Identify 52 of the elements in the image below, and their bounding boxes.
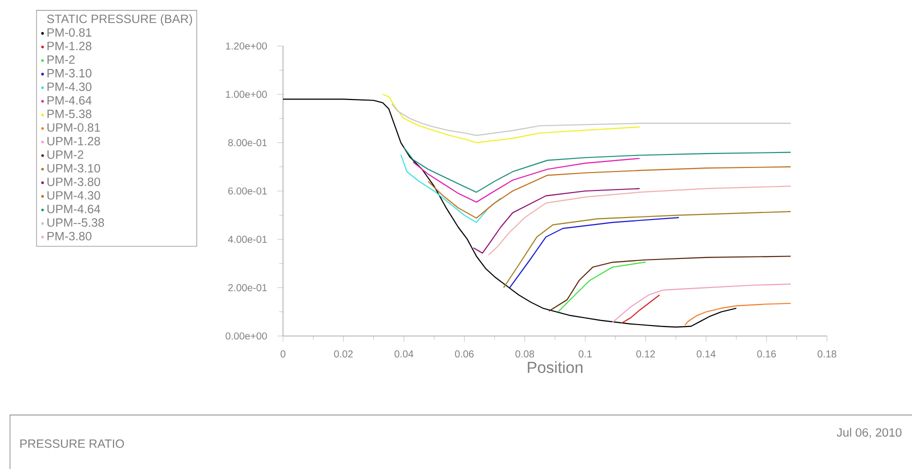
x-tick-label: 0.16 xyxy=(757,350,776,358)
line-series xyxy=(509,217,680,288)
x-tick-label: 0.08 xyxy=(515,350,534,358)
y-tick-label: 4.00e-01 xyxy=(228,236,267,243)
x-tick-label: 0.02 xyxy=(334,350,353,358)
legend-label: UPM--5.38 xyxy=(47,218,104,227)
line-series xyxy=(382,94,640,144)
legend-label: UPM-4.30 xyxy=(47,191,100,200)
legend-label: UPM-1.28 xyxy=(47,136,100,146)
legend-label: PM-3.10 xyxy=(48,68,92,78)
line-series xyxy=(557,262,646,312)
x-axis-title: Position xyxy=(528,361,582,374)
legend-label: PM-4.30 xyxy=(48,82,92,92)
legend-label: PM-0.81 xyxy=(48,28,92,37)
text: PRESSURE RATIO xyxy=(20,439,124,448)
y-tick-label: 6.00e-01 xyxy=(228,187,267,195)
line-series xyxy=(403,146,792,193)
line-series xyxy=(400,154,502,223)
line-series xyxy=(548,256,792,312)
line-series xyxy=(684,302,792,326)
y-tick-label: 1.00e+00 xyxy=(226,90,267,98)
x-tick-label: 0.12 xyxy=(636,350,655,358)
x-tick-label: 0 xyxy=(280,350,286,358)
line-series xyxy=(503,211,792,288)
legend-title: STATIC PRESSURE (BAR) xyxy=(47,14,192,26)
legend-label: UPM-0.81 xyxy=(47,123,100,132)
y-tick-label: 1.20e+00 xyxy=(226,42,267,50)
legend-label: UPM-2 xyxy=(47,150,84,159)
line-series xyxy=(472,188,640,254)
legend-label: UPM-3.80 xyxy=(47,178,100,186)
x-tick-label: 0.06 xyxy=(455,350,474,358)
x-tick-label: 0.04 xyxy=(394,350,414,358)
legend-label: PM-2 xyxy=(48,55,75,64)
line-series xyxy=(612,284,792,323)
line-series xyxy=(391,103,792,136)
x-tick-label: 0.1 xyxy=(578,350,592,358)
y-tick-label: 2.00e-01 xyxy=(228,284,267,292)
line-series xyxy=(412,158,640,203)
line-series xyxy=(428,166,792,219)
text: Jul 06, 2010 xyxy=(836,428,902,438)
legend-label: PM-5.38 xyxy=(48,110,92,118)
legend-label: UPM-4.64 xyxy=(47,204,100,214)
line-series xyxy=(620,294,660,324)
y-tick-label: 8.00e-01 xyxy=(228,139,267,146)
legend-label: PM-1.28 xyxy=(48,42,92,50)
legend-label: PM-4.64 xyxy=(48,96,92,105)
legend-label: PM-3.80 xyxy=(48,232,92,240)
x-tick-label: 0.18 xyxy=(818,350,836,358)
legend-label: UPM-3.10 xyxy=(47,164,100,172)
line-series xyxy=(488,186,792,256)
x-tick-label: 0.14 xyxy=(696,350,716,358)
y-tick-label: 0.00e+00 xyxy=(226,332,267,340)
